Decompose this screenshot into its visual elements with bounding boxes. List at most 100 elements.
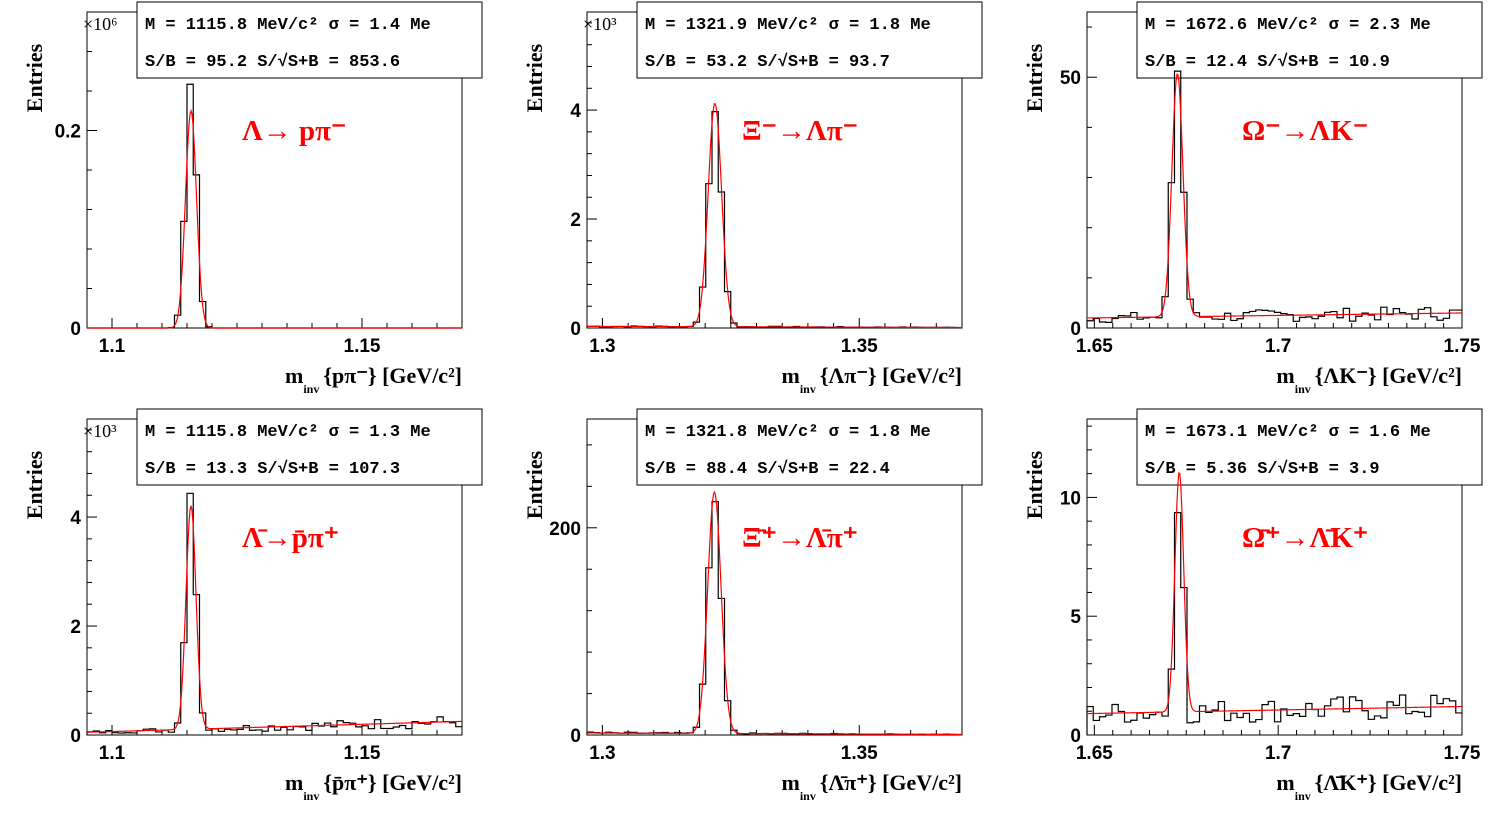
- y-multiplier: ×10⁶: [83, 14, 117, 34]
- stats-line-1: M = 1321.8 MeV/c² σ = 1.8 Me: [645, 423, 931, 442]
- histogram-series: [1086, 512, 1462, 735]
- decay-label: Ξ⁻→Λπ⁻: [742, 115, 858, 147]
- y-tick-label: 0: [1070, 319, 1081, 340]
- y-tick-label: 0: [70, 726, 81, 747]
- x-tick-label: 1.65: [1076, 743, 1113, 764]
- x-tick-label: 1.35: [841, 743, 878, 764]
- x-axis-label-rest: {Λ̄K⁺} [GeV/c²]: [1315, 770, 1462, 795]
- chart-svg: 1.1 1.15 0 2 4 ×10³ Entries minv {p̄π⁺} [GeV/c²]…: [22, 408, 483, 803]
- chart-svg: 1.65 1.7 1.75 0 5 10 Entries minv {Λ̄K⁺} [GeV/c²…: [1022, 408, 1483, 803]
- x-axis-label: minv {p̄π⁺} [GeV/c²]: [285, 770, 462, 803]
- x-tick-label: 1.7: [1265, 743, 1291, 764]
- x-tick-label: 1.7: [1265, 336, 1291, 357]
- stats-line-2: S/B = 5.36 S/√S+B = 3.9: [1145, 459, 1380, 479]
- x-tick-label: 1.15: [344, 336, 381, 357]
- x-tick-label: 1.35: [841, 336, 878, 357]
- fit-curve: [87, 108, 462, 329]
- x-tick-label: 1.3: [589, 336, 615, 357]
- x-axis-label-base: m: [781, 770, 799, 795]
- stats-line-1: M = 1321.9 MeV/c² σ = 1.8 Me: [645, 16, 931, 35]
- stats-line-1: M = 1672.6 MeV/c² σ = 2.3 Me: [1145, 16, 1431, 35]
- fit-curve: [586, 490, 963, 736]
- x-axis-label-base: m: [285, 363, 303, 388]
- y-tick-label: 5: [1070, 607, 1081, 628]
- x-axis-label: minv {pπ⁻} [GeV/c²]: [285, 363, 462, 396]
- chart-svg: 1.1 1.15 0 0.2 ×10⁶ Entries minv {pπ⁻} [GeV/c²]…: [22, 1, 483, 396]
- decay-label: Ω̄⁺→Λ̄K⁺: [1242, 522, 1368, 554]
- y-tick-label: 2: [570, 210, 581, 231]
- x-axis-label-base: m: [781, 363, 799, 388]
- x-axis-label-base: m: [1276, 363, 1294, 388]
- x-tick-label: 1.1: [99, 336, 126, 357]
- y-axis-label: Entries: [1022, 43, 1047, 112]
- fit-curve: [1086, 73, 1463, 319]
- x-axis-label-rest: {pπ⁻} [GeV/c²]: [323, 363, 462, 388]
- y-tick-label: 200: [549, 519, 581, 540]
- y-axis-label: Entries: [1022, 450, 1047, 519]
- y-multiplier: ×10³: [83, 421, 117, 441]
- y-tick-label: 0: [570, 319, 581, 340]
- x-axis-label-sub: inv: [303, 789, 319, 803]
- fit-curve: [586, 103, 963, 329]
- histogram-series: [1086, 70, 1462, 328]
- fit-curve: [86, 505, 463, 733]
- stats-line-1: M = 1115.8 MeV/c² σ = 1.3 Me: [145, 423, 431, 442]
- y-multiplier: ×10³: [583, 14, 617, 34]
- x-axis-label: minv {Λπ⁻} [GeV/c²]: [781, 363, 962, 396]
- stats-box: [136, 1, 483, 79]
- x-axis-label-base: m: [285, 770, 303, 795]
- y-tick-label: 0: [70, 319, 81, 340]
- y-axis-label: Entries: [22, 43, 47, 112]
- chart-svg: 1.3 1.35 0 2 4 ×10³ Entries minv {Λπ⁻} [GeV/c²] M…: [522, 1, 983, 396]
- stats-line-1: M = 1115.8 MeV/c² σ = 1.4 Me: [145, 16, 431, 35]
- x-axis-label-sub: inv: [1295, 789, 1311, 803]
- x-axis-label-rest: {Λπ⁻} [GeV/c²]: [820, 363, 962, 388]
- y-tick-label: 0: [1070, 726, 1081, 747]
- x-axis-label-sub: inv: [800, 382, 816, 396]
- stats-line-2: S/B = 53.2 S/√S+B = 93.7: [645, 52, 890, 72]
- y-tick-label: 4: [70, 508, 81, 529]
- x-tick-label: 1.1: [99, 743, 126, 764]
- stats-box: [636, 408, 983, 486]
- y-axis-label: Entries: [522, 450, 547, 519]
- x-axis-label-rest: {ΛK⁻} [GeV/c²]: [1315, 363, 1462, 388]
- x-axis-label: minv {ΛK⁻} [GeV/c²]: [1276, 363, 1462, 396]
- chart-panel-6: 1.65 1.7 1.75 0 5 10 Entries minv {Λ̄K⁺} [GeV/c²…: [1000, 407, 1500, 814]
- y-tick-label: 0.2: [55, 122, 81, 143]
- stats-box: [636, 1, 983, 79]
- x-tick-label: 1.15: [344, 743, 381, 764]
- y-axis-label: Entries: [22, 450, 47, 519]
- y-tick-label: 10: [1060, 488, 1081, 509]
- x-axis-label-rest: {Λ̄π⁺} [GeV/c²]: [820, 770, 962, 795]
- y-tick-label: 0: [570, 726, 581, 747]
- decay-label: Λ→ pπ⁻: [242, 115, 346, 147]
- chart-panel-1: 1.1 1.15 0 0.2 ×10⁶ Entries minv {pπ⁻} [GeV/c²]…: [0, 0, 500, 407]
- stats-line-2: S/B = 12.4 S/√S+B = 10.9: [1145, 52, 1390, 72]
- y-tick-label: 2: [70, 617, 81, 638]
- stats-line-1: M = 1673.1 MeV/c² σ = 1.6 Me: [1145, 423, 1431, 442]
- chart-panel-5: 1.3 1.35 0 200 Entries minv {Λ̄π⁺} [GeV/c²] M =…: [500, 407, 1000, 814]
- stats-line-2: S/B = 88.4 S/√S+B = 22.4: [645, 459, 890, 479]
- fit-curve: [1086, 471, 1463, 715]
- stats-box: [1136, 1, 1483, 79]
- x-axis-label-sub: inv: [1295, 382, 1311, 396]
- x-axis-label-sub: inv: [800, 789, 816, 803]
- y-tick-label: 4: [570, 101, 581, 122]
- x-axis-label-rest: {p̄π⁺} [GeV/c²]: [323, 770, 462, 795]
- x-axis-label: minv {Λ̄π⁺} [GeV/c²]: [781, 770, 962, 803]
- histogram-series: [86, 492, 462, 735]
- stats-box: [1136, 408, 1483, 486]
- y-tick-label: 50: [1060, 68, 1081, 89]
- x-axis-label: minv {Λ̄K⁺} [GeV/c²]: [1276, 770, 1462, 803]
- x-axis-label-base: m: [1276, 770, 1294, 795]
- chart-panel-3: 1.65 1.7 1.75 0 50 Entries minv {ΛK⁻} [GeV/c²] M…: [1000, 0, 1500, 407]
- decay-label: Λ̄→p̄π⁺: [242, 522, 339, 554]
- x-tick-label: 1.3: [589, 743, 615, 764]
- y-axis-label: Entries: [522, 43, 547, 112]
- stats-box: [136, 408, 483, 486]
- decay-label: Ω⁻→ΛK⁻: [1242, 115, 1368, 147]
- chart-panel-2: 1.3 1.35 0 2 4 ×10³ Entries minv {Λπ⁻} [GeV/c²] M…: [500, 0, 1000, 407]
- x-tick-label: 1.75: [1444, 743, 1481, 764]
